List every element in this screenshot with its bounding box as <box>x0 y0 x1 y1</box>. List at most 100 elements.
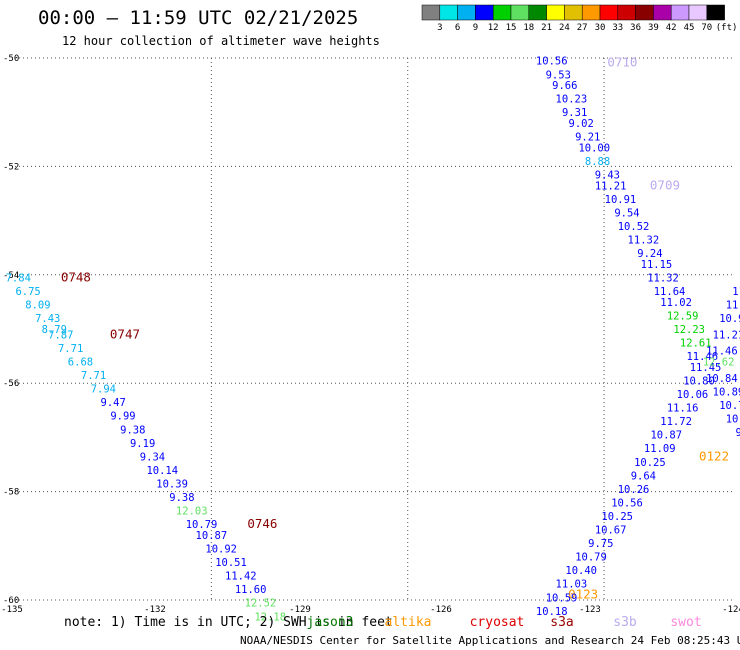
swh-value: 9.31 <box>562 107 587 119</box>
colorbar-label: 36 <box>630 23 641 33</box>
colorbar-swatch <box>670 4 690 21</box>
swh-value: 7.43 <box>35 313 60 325</box>
swh-value: 11.87 <box>732 286 740 298</box>
swh-value: 12.62 <box>703 357 735 369</box>
swh-value: 9.24 <box>637 248 662 260</box>
colorbar-label: 3 <box>437 23 442 33</box>
swh-value: 10.06 <box>677 389 709 401</box>
colorbar-legend: 3 6 9 12 15 18 21 24 27 30 33 36 39 42 45 70 (ft) <box>421 4 737 33</box>
swh-value: 7.94 <box>91 384 116 396</box>
y-tick-label: -60 <box>3 596 19 606</box>
colorbar-swatch <box>706 4 725 21</box>
footer-credit: NOAA/NESDIS Center for Satellite Applica… <box>240 634 740 647</box>
swh-value: 10.59 <box>546 592 578 604</box>
swh-value: 11.03 <box>556 579 588 591</box>
swh-value: 6.75 <box>15 286 40 298</box>
axis-ticks: -50 -52 -54 -56 -58 -60-135 -132 -129 -126 -123 -1… <box>1 54 740 615</box>
swh-value: 9.34 <box>140 451 165 463</box>
track-label: 0748 <box>61 270 91 285</box>
swh-value: 11.60 <box>235 584 267 596</box>
satellite-name: swot <box>670 615 701 630</box>
colorbar-label: 12 <box>488 23 499 33</box>
swh-value: 10.79 <box>575 552 607 564</box>
y-tick-label: -50 <box>3 54 19 64</box>
satellite-name: s3a <box>550 615 573 630</box>
swh-value: 7.71 <box>58 343 83 355</box>
colorbar-swatch <box>653 4 672 21</box>
satellite-name: s3b <box>613 615 637 630</box>
colorbar-swatch <box>457 4 476 21</box>
swh-value: 10.25 <box>634 457 666 469</box>
chart-subtitle: 12 hour collection of altimeter wave hei… <box>62 34 380 48</box>
swh-value: 7.71 <box>81 370 106 382</box>
swh-value: 12.03 <box>176 506 208 518</box>
colorbar-label: 18 <box>523 23 534 33</box>
swh-value: 9.99 <box>110 411 135 423</box>
swh-value: 10.25 <box>601 511 633 523</box>
colorbar-swatch <box>492 4 512 21</box>
swh-value: 9.64 <box>631 470 656 482</box>
swh-value: 12.18 <box>254 611 286 623</box>
swh-value: 11.72 <box>660 416 692 428</box>
colorbar-swatch <box>475 4 494 21</box>
swh-value: 10.92 <box>205 544 237 556</box>
x-tick-label: -135 <box>1 605 23 615</box>
swh-value: 11.09 <box>644 443 676 455</box>
swh-value: 10.40 <box>565 565 597 577</box>
swh-value: 10.84 <box>706 373 738 385</box>
swh-value: 10.87 <box>650 430 682 442</box>
swh-value: 9.53 <box>546 69 571 81</box>
swh-value: 11.16 <box>667 403 699 415</box>
swh-value: 11.46 <box>686 351 718 363</box>
colorbar-label: 70 <box>701 23 712 33</box>
track-labels: 0748074707460710070907080707012101220123… <box>61 54 729 601</box>
swh-value: 10.56 <box>611 497 643 509</box>
swh-value: 10.26 <box>618 484 650 496</box>
swh-value: 9.21 <box>575 132 600 144</box>
satellite-name: altika <box>385 615 432 630</box>
swh-value: 11.32 <box>647 273 679 285</box>
swh-value: 11.46 <box>726 300 740 312</box>
colorbar-label: 24 <box>559 23 570 33</box>
swh-value: 10.80 <box>683 375 715 387</box>
swh-value: 9.54 <box>614 207 639 219</box>
swh-value: 8.09 <box>25 300 50 312</box>
swh-value: 8.79 <box>42 324 67 336</box>
swh-value: 10.93 <box>719 313 740 325</box>
swh-value: 10.18 <box>536 606 568 618</box>
colorbar-label: 9 <box>473 23 478 33</box>
colorbar-swatch <box>528 4 547 21</box>
swh-value: 10.51 <box>215 557 247 569</box>
colorbar-swatch <box>635 4 654 21</box>
swh-value: 9.47 <box>101 397 126 409</box>
colorbar-swatch <box>546 4 565 21</box>
x-tick-label: -124 <box>722 605 740 615</box>
swh-value: 12.23 <box>673 324 705 336</box>
swh-value: 11.64 <box>654 286 686 298</box>
swh-value: 10.56 <box>536 56 568 68</box>
swh-value: 9.66 <box>552 80 577 92</box>
track-label: 0122 <box>699 448 729 463</box>
swh-value: 10.14 <box>146 465 178 477</box>
colorbar-label: 42 <box>666 23 677 33</box>
y-tick-label: -58 <box>3 488 19 498</box>
colorbar-label: 15 <box>506 23 517 33</box>
colorbar-label: 30 <box>595 23 606 33</box>
colorbar-label: 33 <box>612 23 623 33</box>
swh-value: 9.75 <box>588 538 613 550</box>
colorbar-swatch <box>688 4 708 21</box>
swh-value: 10.23 <box>556 94 588 106</box>
swh-value: 10.79 <box>719 400 740 412</box>
swh-value: 10.39 <box>156 478 188 490</box>
colorbar-label: 21 <box>541 23 552 33</box>
swh-value: 9.73 <box>735 427 740 439</box>
swh-value: 12.52 <box>245 598 277 610</box>
swh-value: 9.19 <box>130 438 155 450</box>
swh-value: 10.52 <box>618 221 650 233</box>
swh-value: 6.68 <box>68 357 93 369</box>
colorbar-label: 39 <box>648 23 659 33</box>
colorbar-label: 45 <box>684 23 695 33</box>
colorbar-swatch <box>581 4 601 21</box>
swh-value: 10.00 <box>578 142 610 154</box>
track-label: 0709 <box>650 177 680 192</box>
